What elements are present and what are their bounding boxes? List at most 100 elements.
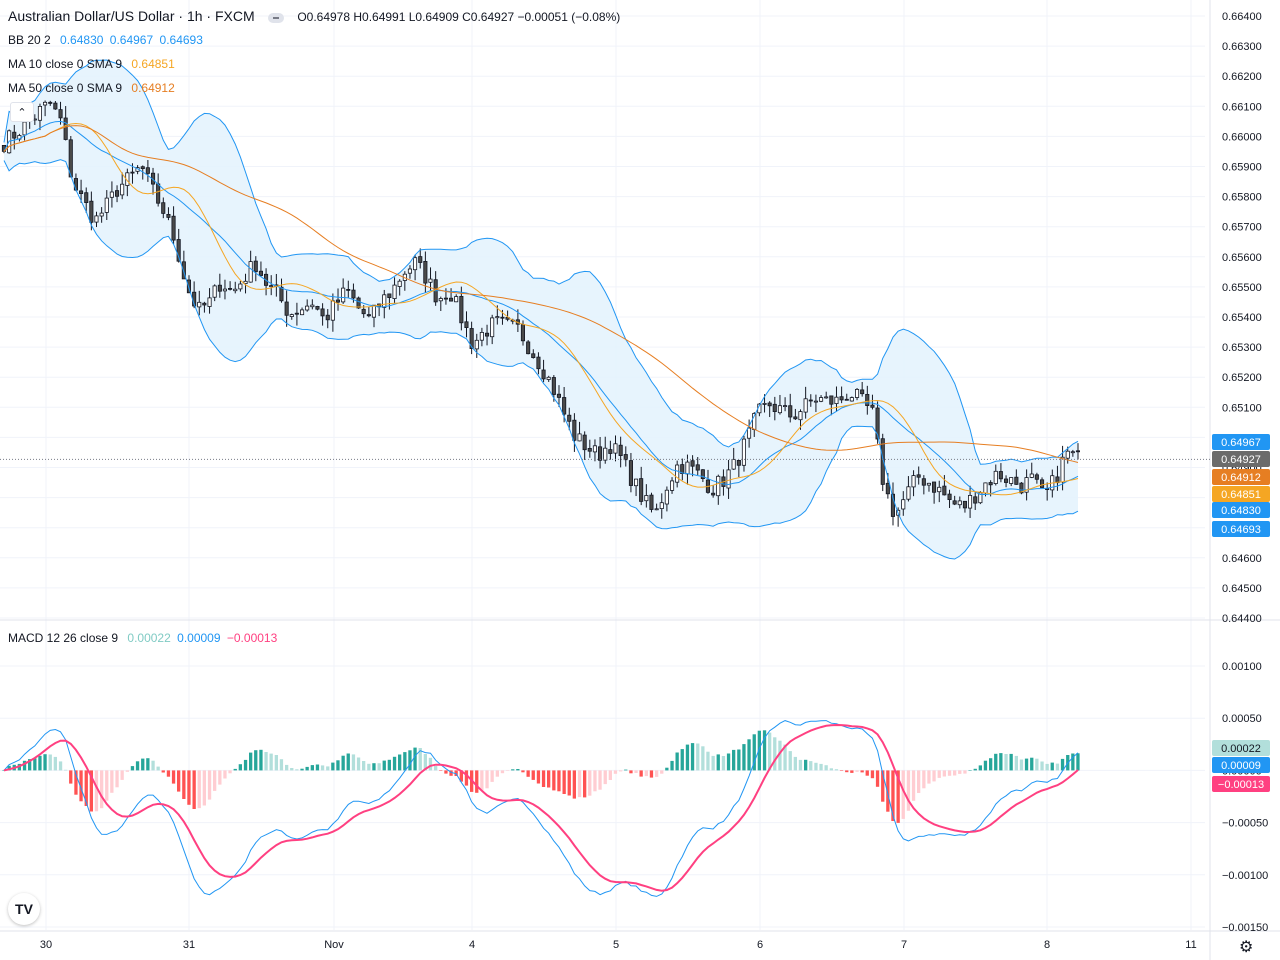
candle-up (603, 447, 608, 461)
bb-legend[interactable]: BB 20 2 0.64830 0.64967 0.64693 (8, 32, 203, 48)
macd-badge-label: −0.00013 (1218, 779, 1264, 791)
candle-down (531, 353, 536, 358)
candle-down (551, 377, 556, 395)
candle-up (222, 288, 228, 292)
time-axis[interactable]: 30 31 Nov 4 5 6 7 8 11 (40, 939, 1197, 951)
macd-histogram-bar (968, 770, 972, 771)
candle-up (783, 405, 788, 408)
candle-up (1070, 451, 1075, 454)
macd-histogram-bar (804, 759, 808, 771)
macd-histogram-bar (320, 765, 325, 771)
macd-histogram-bar (115, 770, 119, 788)
macd-histogram-bar (141, 758, 145, 771)
candle-down (63, 117, 68, 140)
macd-histogram-bar (696, 743, 700, 771)
candle-up (777, 405, 782, 414)
macd-histogram-bar (1014, 755, 1018, 771)
macd-legend[interactable]: MACD 12 26 close 9 0.00022 0.00009 −0.00… (8, 630, 277, 646)
macd-histogram-bar (228, 770, 232, 774)
macd-histogram-bar (105, 770, 109, 801)
candle-down (700, 469, 705, 480)
symbol-title[interactable]: Australian Dollar/US Dollar · 1h · FXCM (8, 8, 255, 24)
macd-histogram-bar (459, 770, 463, 782)
candle-up (957, 500, 962, 506)
macd-histogram-bar (989, 758, 993, 771)
candle-down (618, 444, 623, 457)
candle-down (258, 270, 263, 276)
candle-down (767, 402, 772, 407)
candle-down (598, 446, 603, 461)
macd-histogram-bar (875, 770, 880, 787)
macd-histogram-bar (521, 770, 525, 773)
candle-down (962, 500, 967, 509)
macd-histogram-bar (598, 770, 602, 790)
macd-histogram-bar (865, 770, 869, 776)
candle-down (973, 496, 978, 504)
macd-histogram-bar (716, 754, 720, 771)
candle-up (120, 183, 125, 196)
macd-histogram-bar (562, 770, 566, 794)
candle-up (798, 411, 803, 421)
ma10-legend[interactable]: MA 10 close 0 SMA 9 0.64851 (8, 56, 175, 72)
macd-histogram-bar (588, 770, 592, 796)
price-badge-label: 0.64927 (1221, 454, 1261, 466)
visibility-icon[interactable] (267, 12, 284, 23)
macd-histogram-bar (942, 770, 946, 777)
candle-up (803, 398, 808, 413)
macd-histogram-bar (156, 766, 160, 771)
candle-down (1004, 478, 1009, 483)
candle-down (1014, 476, 1019, 485)
macd-histogram-bar (382, 760, 386, 771)
macd-histogram-bar (685, 744, 690, 771)
ma50-legend[interactable]: MA 50 close 0 SMA 9 0.64912 (8, 80, 175, 96)
price-tick-label: 0.65200 (1222, 372, 1262, 384)
candle-up (1065, 450, 1070, 459)
candle-down (839, 396, 844, 401)
macd-histogram-bar (146, 758, 150, 771)
candle-up (834, 396, 839, 405)
macd-histogram-bar (110, 770, 114, 793)
candle-down (890, 493, 895, 517)
candle-down (1040, 479, 1045, 488)
macd-histogram-bar (742, 744, 746, 771)
time-tick-label: 11 (1185, 939, 1196, 951)
macd-histogram-bar (583, 770, 587, 798)
candle-down (115, 190, 120, 197)
candle-down (469, 328, 474, 350)
macd-histogram-bar (896, 770, 900, 823)
macd-histogram-bar (166, 770, 171, 777)
macd-label: MACD 12 26 close 9 (8, 631, 119, 645)
gear-icon[interactable]: ⚙ (1239, 939, 1254, 956)
chevron-up-icon[interactable]: ⌃ (10, 102, 34, 122)
candle-up (490, 317, 495, 338)
tradingview-logo[interactable]: TV (8, 893, 40, 925)
candle-up (926, 482, 931, 486)
macd-histogram-bar (28, 759, 32, 771)
candle-down (217, 284, 222, 292)
macd-histogram-bar (238, 764, 242, 771)
macd-histogram-bar (94, 770, 99, 812)
macd-histogram-bar (603, 770, 607, 785)
macd-histogram-bar (1045, 763, 1049, 771)
macd-histogram-bar (922, 770, 926, 789)
candle-down (885, 482, 890, 495)
macd-histogram-bar (1035, 758, 1039, 771)
candle-up (428, 278, 433, 283)
candle-down (484, 332, 490, 337)
candle-down (181, 261, 186, 280)
price-tick-label: 0.65800 (1222, 192, 1262, 204)
macd-histogram-bar (701, 746, 705, 771)
candle-down (556, 393, 561, 398)
candle-down (788, 405, 793, 418)
macd-histogram-bar (814, 762, 818, 771)
macd-histogram-bar (511, 769, 515, 771)
candle-down (952, 500, 957, 505)
bb-lower-line (3, 159, 1079, 560)
price-tick-label: 0.66100 (1222, 101, 1262, 113)
macd-histogram-bar (726, 753, 731, 771)
candle-up (546, 376, 551, 380)
candle-down (639, 478, 644, 502)
macd-histogram-bar (213, 770, 217, 791)
macd-histogram-bar (223, 770, 227, 779)
